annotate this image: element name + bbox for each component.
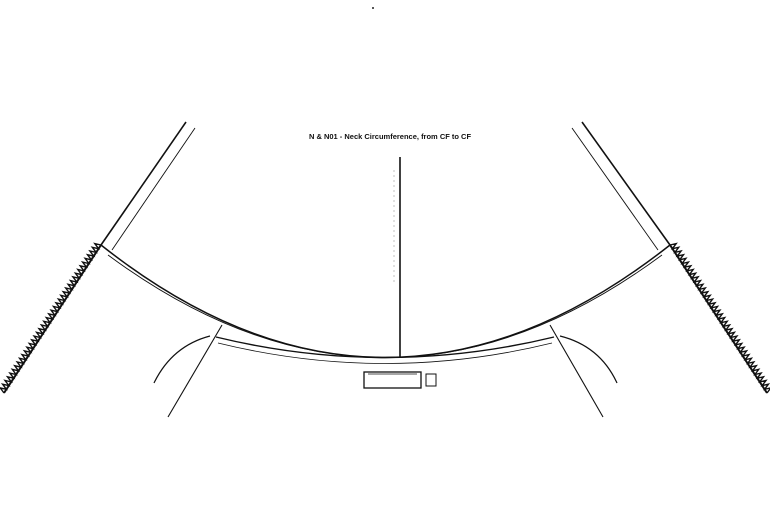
- left-shoulder-seam: [100, 121, 196, 251]
- inner-facing: [215, 336, 555, 364]
- center-tab: [363, 371, 437, 389]
- left-zigzag-edge: [0, 242, 102, 394]
- center-front-line: [393, 157, 401, 357]
- right-shoulder-seam: [571, 121, 671, 251]
- measurement-label: N & N01 - Neck Circumference, from CF to…: [309, 132, 472, 141]
- right-inner-panel: [549, 324, 618, 418]
- stray-dot: [372, 7, 374, 9]
- right-zigzag-edge: [669, 242, 770, 394]
- left-inner-panel: [153, 324, 223, 418]
- neckline-band: [100, 244, 671, 359]
